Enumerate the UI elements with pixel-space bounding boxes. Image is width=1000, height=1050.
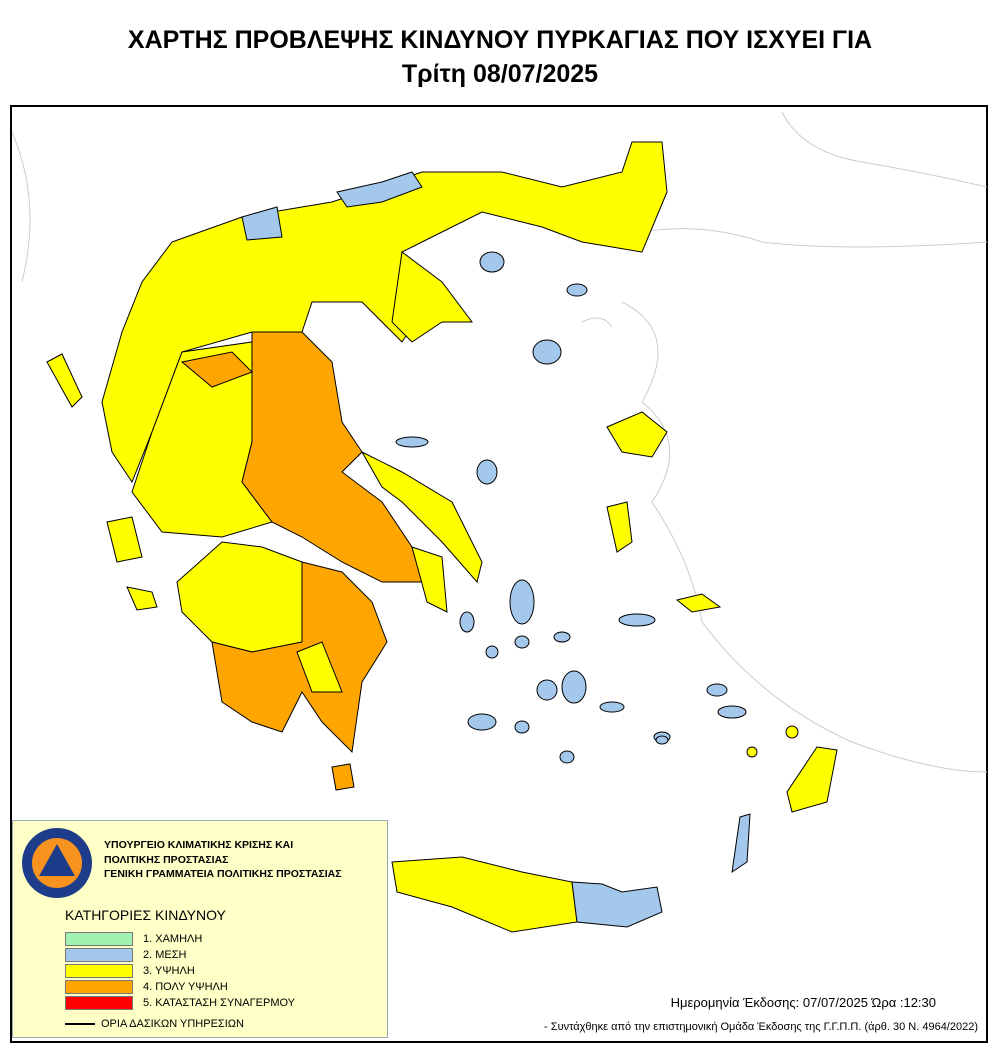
region-crete-east [571,881,663,928]
island-santorini [559,750,575,764]
region-attica [411,546,448,613]
island [746,746,758,758]
map-date: Τρίτη 08/07/2025 [401,60,599,88]
region-evia [360,450,483,584]
region-chalkidiki [391,251,473,343]
regions [46,141,838,933]
region-north-blue [336,171,423,208]
legend-boundary: ΟΡΙΑ ΔΑΣΙΚΩΝ ΥΠΗΡΕΣΙΩΝ [65,1018,244,1030]
island [599,701,625,713]
legend-item: 3. ΥΨΗΛΗ [65,963,195,978]
map-title: ΧΑΡΤΗΣ ΠΡΟΒΛΕΨΗΣ ΚΙΝΔΥΝΟΥ ΠΥΡΚΑΓΙΑΣ ΠΟΥ … [127,26,873,54]
map-frame [10,105,988,1043]
island-kythira [331,763,355,791]
island-karpathos [731,813,751,874]
legend-label: 1. ΧΑΜΗΛΗ [143,932,203,945]
legend-label: 4. ΠΟΛΥ ΥΨΗΛΗ [143,980,228,993]
legend-panel: ΥΠΟΥΡΓΕΙΟ ΚΛΙΜΑΤΙΚΗΣ ΚΡΙΣΗΣ ΚΑΙ ΠΟΛΙΤΙΚΗ… [12,820,388,1038]
authorship-note: - Συντάχθηκε από την επιστημονική Ομάδα … [544,1021,978,1033]
island-astypalaia [655,735,669,745]
island-zakynthos [126,586,158,611]
island-kefalonia [106,516,143,563]
island-ikaria [618,613,656,627]
island-limnos [532,339,562,365]
legend-label: 2. ΜΕΣΗ [143,948,187,961]
island-andros [509,579,535,625]
legend-item: 4. ΠΟΛΥ ΥΨΗΛΗ [65,979,228,994]
island-naxos [561,670,587,704]
island-skyros [476,459,498,485]
island [485,645,499,659]
legend-swatch [65,995,133,1010]
issue-date: Ημερομηνία Έκδοσης: 07/07/2025 Ώρα :12:3… [670,995,936,1010]
island-thasos [479,251,505,273]
legend-swatch [65,979,133,994]
island-samos [675,593,722,613]
ministry-line-1: ΥΠΟΥΡΓΕΙΟ ΚΛΙΜΑΤΙΚΗΣ ΚΡΙΣΗΣ ΚΑΙ [104,839,294,851]
legend-label: 3. ΥΨΗΛΗ [143,964,195,977]
region-peloponnese-yellow [176,541,303,653]
island [785,725,799,739]
boundary-line-symbol [65,1023,95,1025]
island-kos [706,683,728,697]
island-paros [536,679,558,701]
fire-risk-map [12,111,988,933]
island-sporades [395,436,429,448]
region-peloponnese-yellow-east [296,641,343,693]
region-crete-west [391,856,578,933]
legend-title: ΚΑΤΗΓΟΡΙΕΣ ΚΙΝΔΥΝΟΥ [65,907,226,923]
region-orange-west [180,351,253,388]
island-chios [606,501,633,553]
island [467,713,497,731]
region-central-orange [241,331,423,583]
island-samothraki [566,283,588,297]
boundary-label: ΟΡΙΑ ΔΑΣΙΚΩΝ ΥΠΗΡΕΣΙΩΝ [101,1018,244,1030]
region-north-blue [241,206,283,241]
island [514,635,530,649]
legend-item: 2. ΜΕΣΗ [65,947,186,962]
legend-item: 1. ΧΑΜΗΛΗ [65,931,202,946]
legend-swatch [65,947,133,962]
island [514,720,530,734]
ministry-line-2: ΠΟΛΙΤΙΚΗΣ ΠΡΟΣΤΑΣΙΑΣ [104,854,229,866]
island-corfu [46,353,83,408]
legend-swatch [65,931,133,946]
island [717,705,747,719]
legend-item: 5. ΚΑΤΑΣΤΑΣΗ ΣΥΝΑΓΕΡΜΟΥ [65,995,295,1010]
island [459,611,475,633]
island [553,631,571,643]
legend-label: 5. ΚΑΤΑΣΤΑΣΗ ΣΥΝΑΓΕΡΜΟΥ [143,996,296,1009]
island-lesvos [606,411,668,458]
legend-swatch [65,963,133,978]
civil-protection-logo [22,828,92,898]
island-rhodes [786,746,838,813]
neighbor-borders [12,111,988,773]
ministry-line-3: ΓΕΝΙΚΗ ΓΡΑΜΜΑΤΕΙΑ ΠΟΛΙΤΙΚΗΣ ΠΡΟΣΤΑΣΙΑΣ [104,868,342,880]
